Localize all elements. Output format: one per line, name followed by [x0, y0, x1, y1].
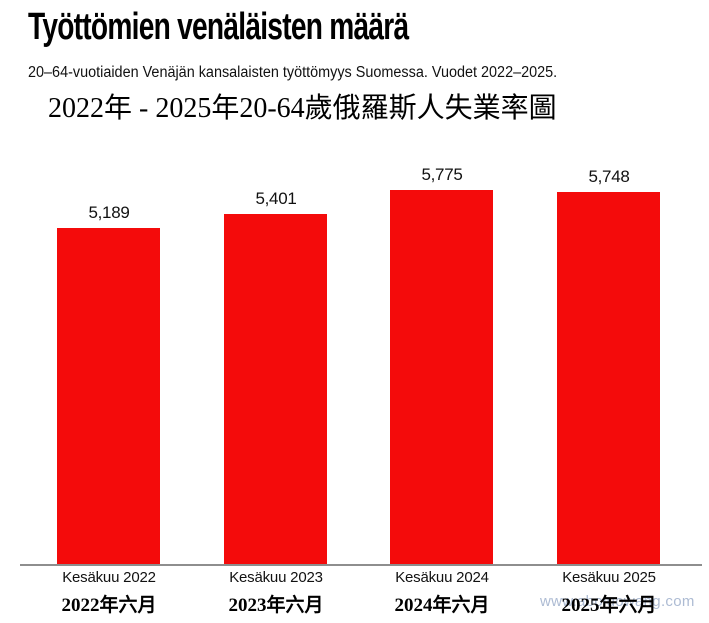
category-label-zh: 2025年六月	[561, 595, 657, 616]
category-label-zh: 2023年六月	[228, 595, 324, 616]
category-label-zh: 2024年六月	[394, 595, 490, 616]
chart-subtitle: 20–64-vuotiaiden Venäjän kansalaisten ty…	[28, 64, 558, 81]
bar	[390, 190, 493, 565]
bar-value-label: 5,401	[255, 189, 297, 209]
bar-column: 5,748 Kesäkuu 2025 2025年六月	[557, 160, 660, 616]
category-label-zh: 2022年六月	[61, 595, 157, 616]
watermark: www.aboluowang.com	[540, 593, 695, 610]
bar-value-label: 5,748	[588, 166, 630, 186]
bar-column: 5,189 Kesäkuu 2022 2022年六月	[57, 160, 160, 616]
plot-area: 5,189 Kesäkuu 2022 2022年六月 5,401 Kesäkuu…	[0, 160, 709, 616]
bar-value-label: 5,189	[88, 203, 130, 223]
bar-column: 5,401 Kesäkuu 2023 2023年六月	[224, 160, 327, 616]
bar-column: 5,775 Kesäkuu 2024 2024年六月	[390, 160, 493, 616]
category-label-fi: Kesäkuu 2025	[562, 569, 656, 586]
bar	[557, 191, 660, 565]
bar-value-label: 5,775	[421, 165, 463, 185]
bar	[224, 214, 327, 565]
chart-subtitle-chinese: 2022年 - 2025年20-64歲俄羅斯人失業率圖	[48, 93, 557, 124]
category-label-fi: Kesäkuu 2022	[62, 569, 156, 586]
chart-title: Työttömien venäläisten määrä	[28, 6, 409, 48]
category-label-fi: Kesäkuu 2024	[395, 569, 489, 586]
bar	[57, 228, 160, 565]
bar-chart: 5,189 Kesäkuu 2022 2022年六月 5,401 Kesäkuu…	[0, 160, 709, 623]
category-label-fi: Kesäkuu 2023	[229, 569, 323, 586]
x-axis-line	[20, 564, 702, 566]
